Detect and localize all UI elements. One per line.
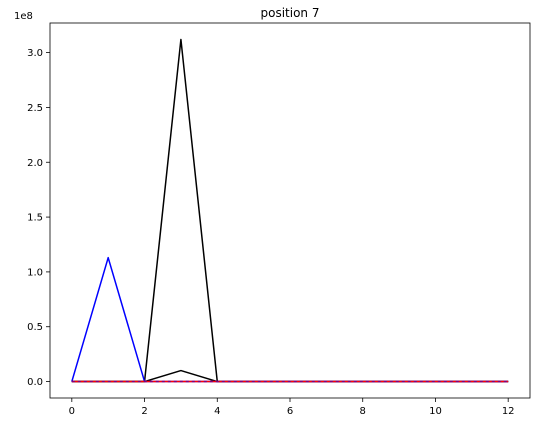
chart-title: position 7: [261, 6, 320, 20]
y-tick-label: 0.0: [27, 377, 43, 388]
y-tick-label: 3.0: [27, 48, 43, 59]
x-tick-label: 8: [360, 406, 366, 417]
series-line-3: [71, 256, 509, 383]
y-tick-label: 0.5: [27, 322, 43, 333]
series-line-2: [71, 369, 509, 383]
x-tick-label: 0: [69, 406, 75, 417]
y-offset-label: 1e8: [14, 11, 33, 22]
series-line-1: [71, 38, 509, 383]
x-tick-label: 10: [429, 406, 442, 417]
x-tick-label: 12: [502, 406, 515, 417]
x-tick-label: 2: [141, 406, 147, 417]
plot-frame: [49, 22, 531, 399]
y-tick-label: 2.0: [27, 158, 43, 169]
y-tick-label: 1.0: [27, 267, 43, 278]
series-layer: [71, 38, 509, 383]
y-tick-label: 2.5: [27, 103, 43, 114]
x-tick-label: 4: [214, 406, 220, 417]
y-tick-label: 1.5: [27, 213, 43, 224]
x-tick-label: 6: [287, 406, 293, 417]
axes-layer: 0 2 4 6 8 10 12 0.0 0.5 1.0 1.5 2.0 2.5 3.0: [27, 22, 531, 417]
